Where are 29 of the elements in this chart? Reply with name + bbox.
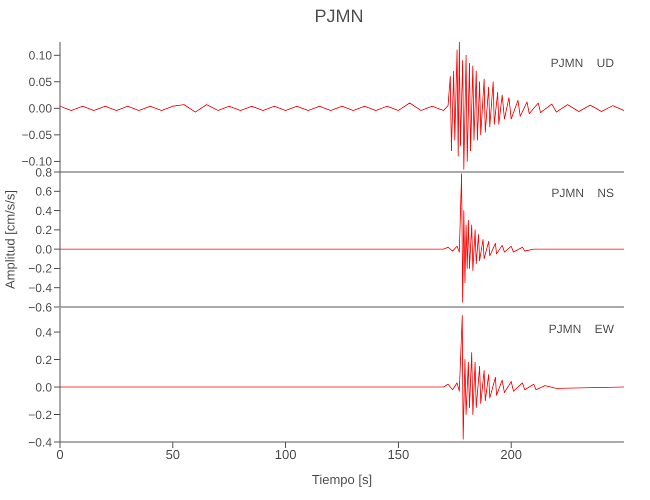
y-tick-label: −0.2 (28, 408, 52, 422)
y-tick-label: 0.4 (35, 204, 52, 218)
x-tick-label: 100 (274, 447, 296, 462)
y-tick-label: 0.4 (35, 325, 52, 340)
y-tick-label: 0.0 (35, 242, 52, 256)
y-tick-label: 0.6 (35, 184, 52, 199)
y-tick-label: 0.05 (28, 75, 52, 90)
x-axis-title: Tiempo [s] (312, 472, 372, 487)
annotation: PJMN EW (548, 322, 614, 336)
y-tick-label: 0.2 (35, 223, 52, 238)
y-axis-title: Amplitud [cm/s/s] (2, 190, 18, 289)
annotation: PJMN UD (550, 56, 614, 70)
y-tick-label: 0.0 (35, 380, 52, 394)
y-tick-label: −0.6 (28, 300, 52, 314)
annotation: PJMN NS (551, 186, 614, 200)
x-tick-label: 50 (166, 447, 180, 462)
y-tick-label: −0.05 (22, 128, 52, 142)
y-tick-label: −0.4 (28, 435, 52, 450)
y-tick-label: 0.10 (28, 48, 52, 63)
line-series (60, 42, 624, 170)
x-tick-label: 150 (388, 447, 410, 462)
chart-title: PJMN (314, 6, 364, 27)
y-tick-label: −0.2 (28, 262, 52, 276)
line-series (60, 315, 624, 440)
x-tick-label: 0 (56, 447, 64, 462)
y-tick-label: 0.00 (28, 102, 52, 116)
y-tick-label: 0.2 (35, 352, 52, 367)
x-tick-label: 200 (500, 447, 522, 462)
y-tick-label: −0.4 (28, 280, 52, 295)
